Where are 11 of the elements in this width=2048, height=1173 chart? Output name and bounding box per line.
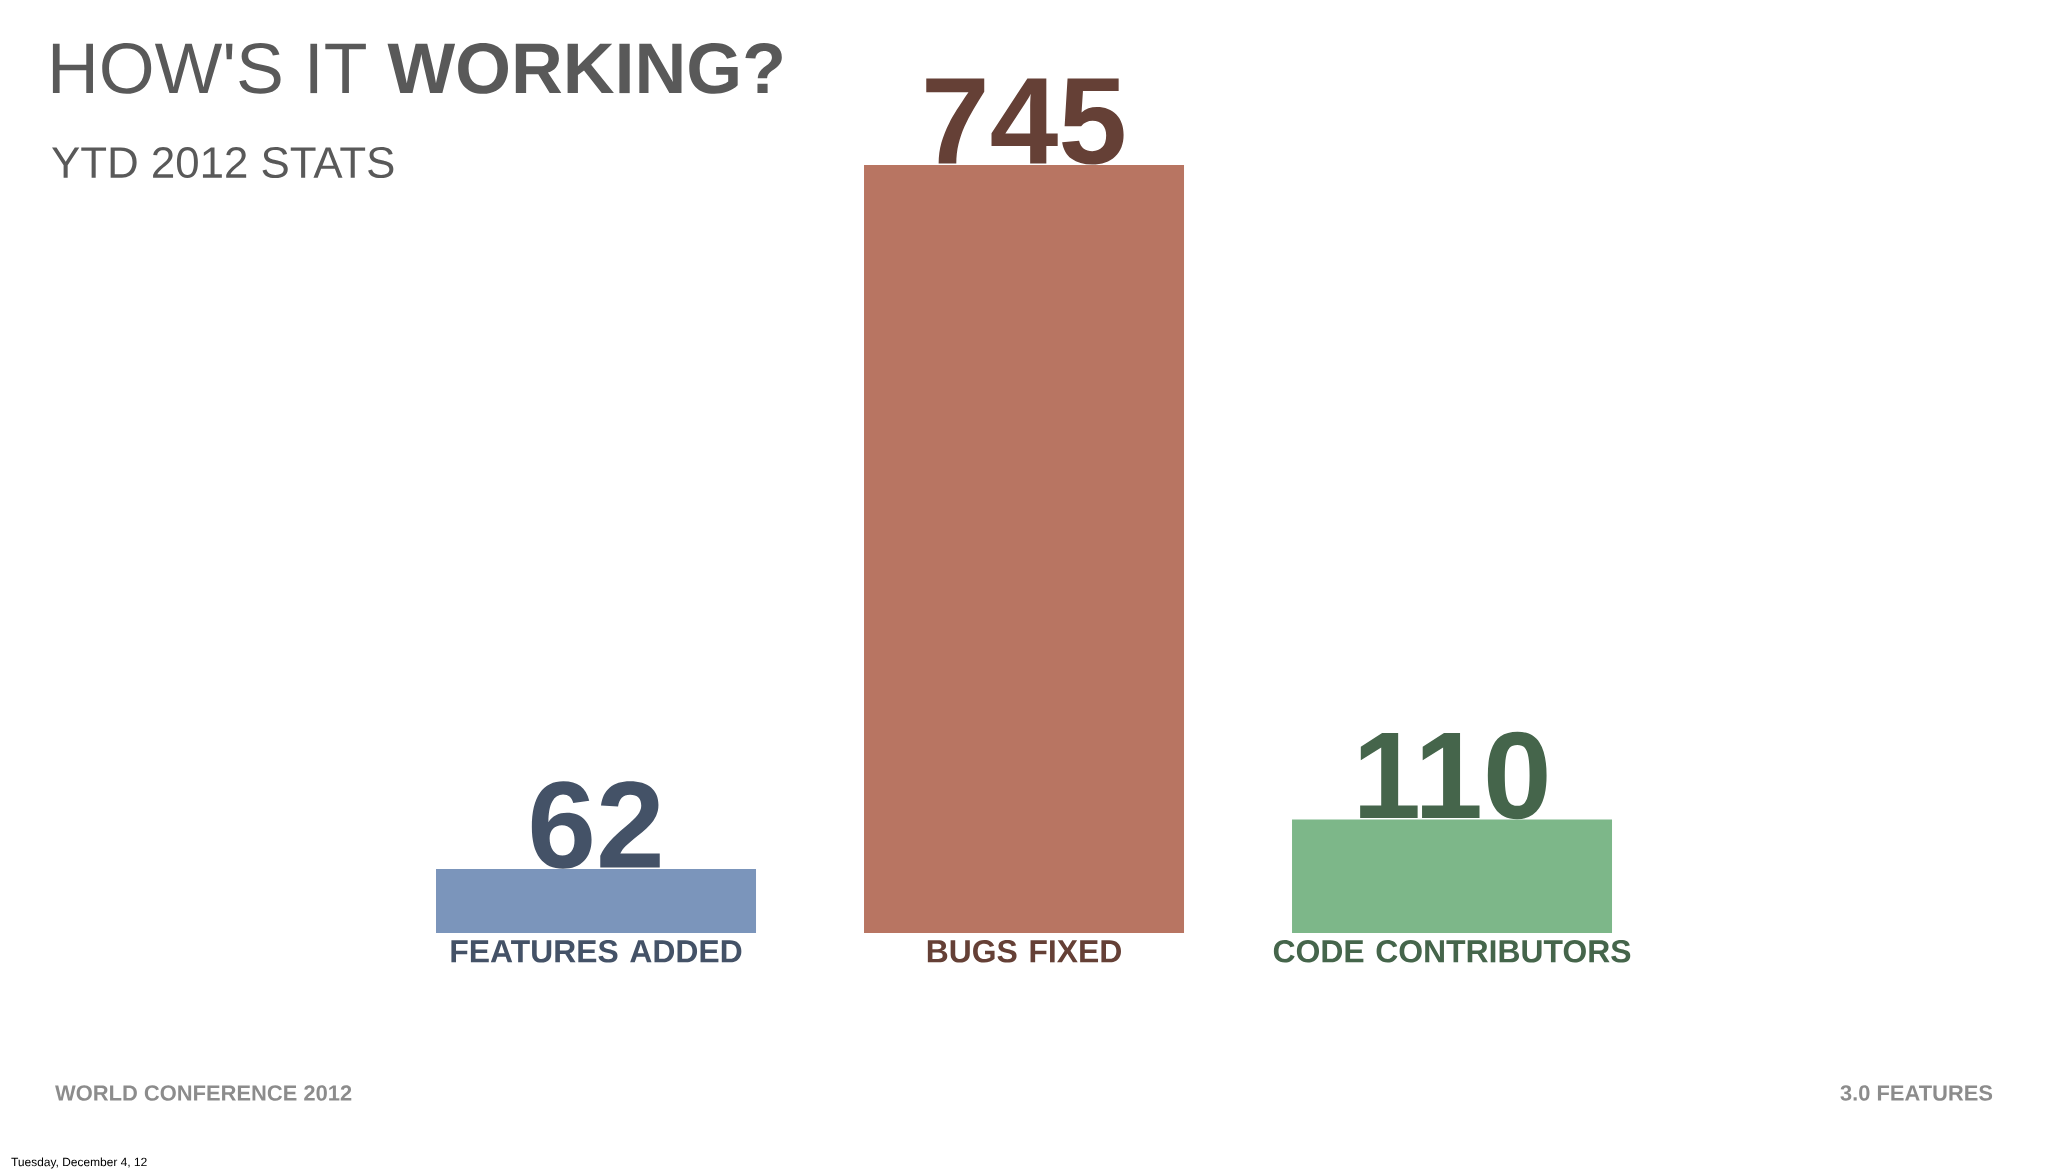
text: 3.0 FEATURES	[1840, 1085, 1993, 1101]
x-tick-label: CODE CONTRIBUTORS	[1273, 940, 1631, 963]
data-label: 110	[1360, 731, 1547, 820]
text: WORLD CONFERENCE 2012	[55, 1085, 352, 1101]
data-label: 62	[531, 781, 660, 869]
chart-subtitle: YTD 2012 STATS	[52, 147, 394, 179]
x-tick-label: BUGS FIXED	[927, 940, 1121, 963]
x-tick-label: FEATURES ADDED	[451, 940, 742, 963]
data-label: 745	[926, 78, 1124, 165]
text: Tuesday, December 4, 12	[11, 1157, 147, 1169]
chart-title: HOW'S IT WORKING?	[52, 43, 782, 94]
